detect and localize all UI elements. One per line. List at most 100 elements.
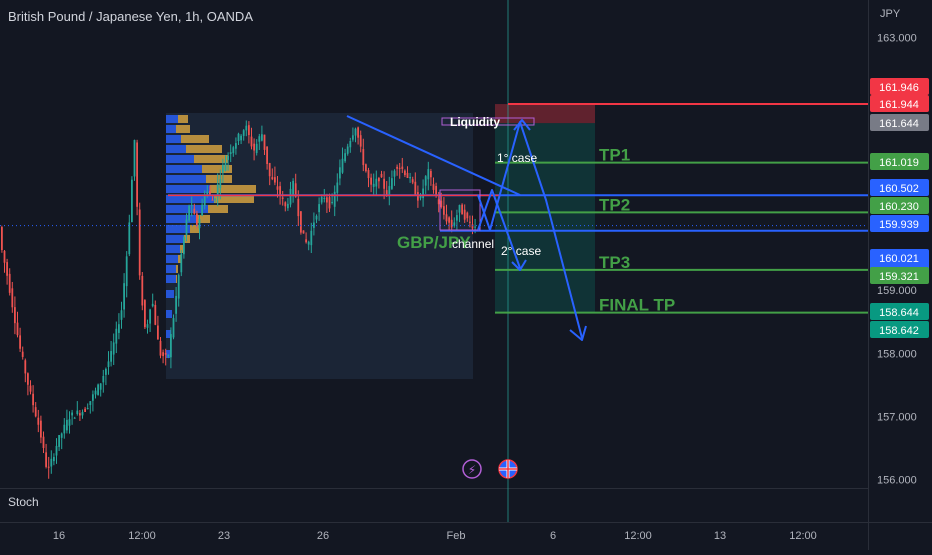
candle-body: [294, 183, 297, 197]
stop-zone: [495, 104, 595, 124]
volume-profile-bar: [166, 165, 202, 173]
candle-body: [266, 146, 268, 164]
volume-profile-bar: [166, 205, 208, 213]
candle-body: [229, 152, 232, 154]
candle-body: [357, 127, 359, 138]
candle-body: [305, 239, 307, 243]
candle-body: [315, 215, 318, 220]
candle-body: [276, 186, 279, 190]
candle-body: [3, 250, 6, 263]
symbol-title[interactable]: British Pound / Japanese Yen, 1h, OANDA: [8, 9, 253, 24]
candle-body: [232, 147, 235, 154]
candle-body: [118, 324, 120, 333]
x-tick-label: 23: [218, 530, 230, 542]
candle-body: [344, 153, 346, 162]
candle-body: [175, 295, 177, 314]
candle-body: [167, 355, 170, 357]
candle-body: [149, 309, 151, 324]
price-axis-label: [870, 78, 929, 95]
volume-profile-bar: [186, 145, 222, 153]
candle-body: [162, 352, 164, 357]
candle-body: [235, 143, 237, 149]
volume-profile-bar: [206, 175, 232, 183]
arrowhead: [569, 325, 587, 341]
y-tick-label: 157.000: [877, 411, 917, 423]
liquidity-label: Liquidity: [450, 115, 500, 129]
candle-body: [53, 456, 55, 462]
candle-body: [216, 184, 219, 197]
candle-body: [375, 178, 378, 187]
volume-profile-bar: [178, 115, 188, 123]
candle-body: [349, 140, 352, 148]
candle-body: [380, 173, 383, 178]
candle-body: [206, 191, 209, 196]
price-axis-label: [870, 321, 929, 338]
candle-body: [141, 275, 144, 306]
candle-body: [183, 237, 185, 255]
candle-body: [466, 212, 469, 219]
price-axis-label: [870, 153, 929, 170]
candle-body: [365, 164, 367, 172]
volume-profile-bar: [166, 175, 206, 183]
candle-body: [417, 192, 419, 201]
x-tick-label: 26: [317, 530, 329, 542]
price-axis-label-text: 159.939: [879, 219, 919, 231]
liquidity-box: [441, 117, 535, 126]
channel-label: channel: [452, 237, 494, 251]
candle-body: [97, 384, 99, 395]
candle-body: [463, 209, 466, 220]
candle-body: [47, 466, 50, 468]
channel-box: [439, 189, 481, 231]
volume-profile-bar: [166, 310, 172, 318]
candle-body: [268, 163, 271, 177]
price-axis-label-text: 161.019: [879, 157, 919, 169]
candle-body: [68, 419, 71, 426]
volume-profile-bar: [166, 155, 194, 163]
candle-body: [318, 204, 320, 213]
price-axis-label-text: 161.944: [879, 99, 919, 111]
candle-body: [164, 353, 167, 355]
candle-body: [414, 181, 417, 195]
candle-body: [274, 177, 276, 183]
candle-body: [105, 368, 107, 375]
price-axis-label: [870, 114, 929, 131]
price-axis-label-text: 158.642: [879, 325, 919, 337]
candle-body: [79, 413, 81, 416]
candle-body: [102, 376, 105, 383]
candle-body: [326, 197, 328, 203]
candle-body: [99, 383, 102, 390]
candle-body: [154, 304, 157, 325]
arrowhead: [513, 119, 531, 131]
stoch-indicator-label[interactable]: Stoch: [8, 495, 39, 509]
candle-body: [237, 133, 240, 142]
volume-profile-bar: [166, 225, 190, 233]
price-axis-label: [870, 303, 929, 320]
price-axis-label-text: 161.644: [879, 118, 919, 130]
candle-body: [383, 178, 385, 189]
candle-body: [281, 197, 284, 199]
candle-body: [1, 227, 3, 251]
candle-body: [248, 125, 250, 136]
candle-body: [115, 328, 118, 344]
candle-body: [385, 190, 388, 196]
candle-body: [445, 214, 448, 222]
candle-body: [11, 288, 14, 308]
volume-profile-bar: [166, 350, 170, 358]
candle-body: [58, 435, 60, 447]
volume-profile-bar: [166, 145, 186, 153]
candle-body: [370, 177, 372, 185]
candle-body: [185, 219, 188, 236]
candle-body: [107, 361, 110, 368]
y-tick-label: 163.000: [877, 33, 917, 45]
candle-body: [133, 139, 136, 177]
x-tick-label: 13: [714, 530, 726, 542]
candle-body: [437, 199, 440, 205]
candle-body: [396, 166, 398, 169]
volume-profile-bar: [166, 125, 176, 133]
candle-body: [177, 275, 180, 299]
volume-profile-bar: [178, 255, 181, 263]
candle-body: [411, 179, 414, 183]
candle-body: [367, 170, 370, 179]
